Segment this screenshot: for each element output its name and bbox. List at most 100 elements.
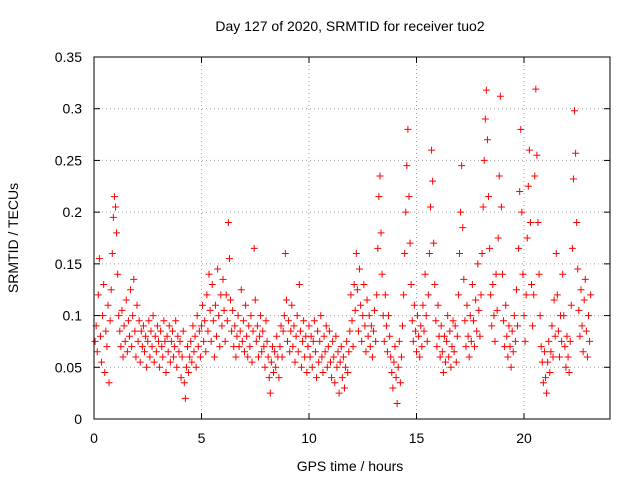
data-point [432,317,440,325]
data-point [506,343,514,351]
data-point [390,358,398,366]
data-point [553,291,561,299]
data-point [236,327,244,335]
data-point [164,348,172,356]
data-point [163,332,171,340]
data-point [159,353,167,361]
data-point [246,343,254,351]
data-point [536,312,544,320]
data-point [518,208,526,216]
data-point [241,348,248,356]
data-point [135,317,143,325]
data-point [363,296,371,304]
data-point [420,327,428,335]
data-point [465,353,473,361]
data-point [205,270,213,278]
data-point [334,348,342,356]
data-point [502,301,510,309]
data-point [523,234,531,242]
data-point [447,363,455,371]
data-point [323,363,331,371]
data-point [276,343,284,351]
data-point [467,337,475,345]
data-point [112,203,119,211]
data-point [421,270,429,278]
data-point [321,348,329,356]
data-point [201,317,209,325]
data-point [464,332,472,340]
data-point [328,374,336,382]
x-tick-label: 15 [409,430,425,446]
data-point [381,291,389,299]
data-point [456,250,463,258]
data-point [507,363,515,371]
data-point [294,348,302,356]
data-point [373,291,381,299]
data-point [223,317,231,325]
data-point [424,291,432,299]
data-point [437,322,445,330]
data-point [148,343,156,351]
data-point [544,358,552,366]
data-point [142,332,150,340]
data-point [130,275,138,283]
plot-frame [93,56,611,420]
data-point [410,301,418,309]
data-point [540,348,548,356]
data-point [404,125,412,133]
data-point [264,353,272,361]
data-point [307,332,315,340]
data-point [198,322,205,330]
data-point [448,343,456,351]
data-point [288,301,296,309]
data-point [352,250,360,258]
y-tick-label: 0.15 [55,256,82,272]
data-point [329,337,337,345]
data-point [562,363,570,371]
data-point [300,317,308,325]
data-point [284,337,291,345]
data-point [442,358,450,366]
data-point [419,301,427,309]
data-point [194,343,202,351]
data-point [271,348,279,356]
data-point [454,291,462,299]
data-point [292,332,300,340]
data-point [289,343,297,351]
data-point [405,193,413,201]
data-point [563,332,571,340]
data-point [560,312,568,320]
data-point [561,343,569,351]
data-point [253,322,261,330]
data-point [214,265,222,273]
data-point [394,363,402,371]
data-point [239,317,247,325]
data-point [461,317,469,325]
data-point [146,353,154,361]
data-point [343,337,351,345]
data-point [478,250,486,258]
data-point [568,244,576,252]
data-point [184,343,192,351]
data-point [559,270,567,278]
data-point [354,327,362,335]
data-point [203,291,211,299]
data-point [107,286,115,294]
data-point [466,312,474,320]
data-point [219,275,227,283]
data-point [200,337,208,345]
data-point [290,322,298,330]
data-point [280,312,288,320]
data-point [460,275,468,283]
data-point [392,374,400,382]
data-point [156,363,164,371]
data-point [353,286,361,294]
data-point [417,322,425,330]
data-point [573,218,581,226]
data-point [330,353,338,361]
data-point [139,322,147,330]
data-point [173,363,181,371]
data-point [543,389,551,397]
data-point [331,379,339,387]
